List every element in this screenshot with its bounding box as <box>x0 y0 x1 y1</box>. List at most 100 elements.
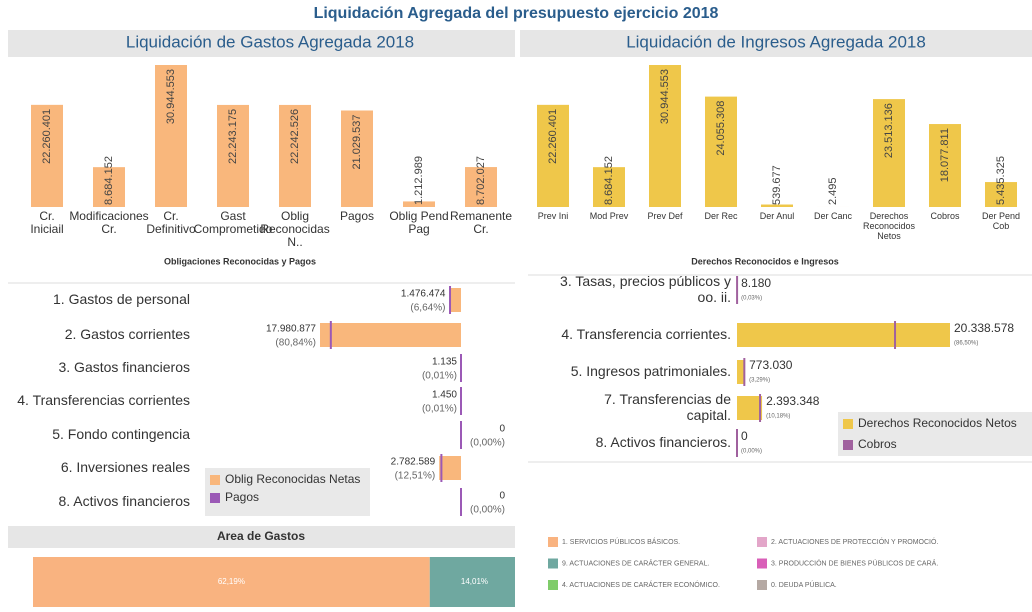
value-label: 18.077.811 <box>939 128 951 182</box>
stack-group: 62,19% 14,01% <box>33 557 541 607</box>
bar <box>737 396 763 420</box>
x-tick-label: Oblig Pend Pag <box>389 209 448 236</box>
x-tick-label: Remanente Cr. <box>450 209 512 236</box>
legend-swatch <box>757 537 767 547</box>
bar <box>439 456 461 480</box>
category-label: 6. Inversiones reales <box>61 459 190 475</box>
value-label: 2.393.348 <box>766 394 820 408</box>
legend-label: 0. DEUDA PÚBLICA. <box>771 580 837 589</box>
bar <box>279 104 311 207</box>
chart-title: Liquidación de Gastos Agregada 2018 <box>126 32 414 51</box>
value-label: 8.702.027 <box>475 156 487 205</box>
value-label: 30.944.553 <box>659 69 671 124</box>
legend-label: 4. ACTUACIONES DE CARÁCTER ECONÓMICO. <box>562 580 720 589</box>
bar <box>31 104 63 207</box>
axis-label: Obligaciones Reconocidas y Pagos <box>164 256 316 266</box>
x-tick-label: Der Pend Cob <box>982 211 1020 231</box>
bar <box>403 201 435 207</box>
legend-swatch <box>548 558 558 569</box>
bar <box>761 204 793 207</box>
value-label: 1.450 <box>432 390 457 401</box>
header-strip <box>520 30 1032 57</box>
category-label: 4. Transferencia corrientes. <box>561 326 731 342</box>
bar <box>341 110 373 207</box>
bar <box>737 360 746 384</box>
chart-title: Area de Gastos <box>217 529 305 543</box>
legend-label: 9. ACTUACIONES DE CARÁCTER GENERAL. <box>562 558 709 567</box>
value-label: 21.029.537 <box>351 114 363 169</box>
legend-box <box>205 468 370 516</box>
legend-label: Derechos Reconocidos Netos <box>858 416 1017 430</box>
value-label: 1.476.474 <box>401 289 446 300</box>
category-label: 8. Activos financieros <box>58 493 190 509</box>
value-label: 30.944.553 <box>165 69 177 124</box>
bar <box>217 104 249 207</box>
legend-swatch <box>843 419 853 429</box>
category-label: 7. Transferencias de capital. <box>604 391 731 423</box>
category-label: 5. Ingresos patrimoniales. <box>571 363 731 379</box>
share-label: (80,84%) <box>275 338 316 349</box>
bar <box>155 65 187 207</box>
legend-label: 3. PRODUCCIÓN DE BIENES PÚBLICOS DE CARÁ… <box>771 558 938 567</box>
stack-segment <box>533 557 541 607</box>
value-label: 23.513.136 <box>883 103 895 158</box>
category-label: 3. Gastos financieros <box>58 359 190 375</box>
x-tick-label: Mod Prev <box>590 211 629 221</box>
value-label: 539.677 <box>771 165 783 205</box>
value-label: 22.242.526 <box>289 109 301 164</box>
value-label: 17.980.877 <box>266 324 316 335</box>
share-label: (3,29%) <box>749 378 770 384</box>
bar <box>649 65 681 207</box>
x-tick-label: Prev Ini <box>538 211 569 221</box>
share-label: (0,01%) <box>422 404 457 415</box>
legend-label: Cobros <box>858 437 897 451</box>
legend-swatch <box>548 537 558 547</box>
legend-swatch <box>843 440 853 450</box>
stack-segment <box>429 557 515 607</box>
legend-swatch <box>210 493 220 503</box>
bar <box>985 182 1017 207</box>
segment-label: 14,01% <box>461 577 488 586</box>
share-label: (0,00%) <box>470 438 505 449</box>
x-tick-label: Cobros <box>930 211 960 221</box>
value-label: 1.212.989 <box>413 156 425 205</box>
legend-swatch <box>757 558 767 569</box>
value-label: 22.260.401 <box>41 109 53 164</box>
share-label: (0,00%) <box>741 449 762 455</box>
value-label: 8.684.152 <box>103 156 115 205</box>
x-tick-label: Oblig Reconocidas N.. <box>260 209 329 249</box>
share-label: (6,64%) <box>410 303 445 314</box>
category-label: 2. Gastos corrientes <box>65 326 190 342</box>
x-tick-label: Der Anul <box>760 211 795 221</box>
bar <box>593 167 625 207</box>
share-label: (86,50%) <box>954 341 978 347</box>
bar <box>737 323 950 347</box>
bar <box>93 167 125 207</box>
stack-segment <box>33 557 430 607</box>
legend-swatch <box>757 580 767 590</box>
share-label: (0,03%) <box>741 296 762 302</box>
share-label: (0,00%) <box>470 505 505 516</box>
value-label: 2.782.589 <box>391 457 436 468</box>
value-label: 2.495 <box>827 177 839 205</box>
x-tick-label: Prev Def <box>647 211 683 221</box>
bar <box>449 288 461 312</box>
bar <box>465 167 497 207</box>
bar <box>705 96 737 207</box>
value-label: 22.260.401 <box>547 109 559 164</box>
bar <box>537 104 569 207</box>
legend-swatch <box>210 475 220 485</box>
category-label: 5. Fondo contingencia <box>52 426 190 442</box>
bar <box>873 99 905 207</box>
value-label: 1.135 <box>432 357 457 368</box>
bar <box>929 124 961 207</box>
value-label: 8.684.152 <box>603 156 615 205</box>
legend-box <box>838 412 1032 456</box>
value-label: 22.243.175 <box>227 109 239 164</box>
legend-label: 1. SERVICIOS PÚBLICOS BÁSICOS. <box>562 537 680 546</box>
value-label: 0 <box>499 491 505 502</box>
value-label: 8.180 <box>741 276 771 290</box>
x-tick-label: Derechos Reconocidos Netos <box>863 211 916 241</box>
value-label: 20.338.578 <box>954 321 1014 335</box>
